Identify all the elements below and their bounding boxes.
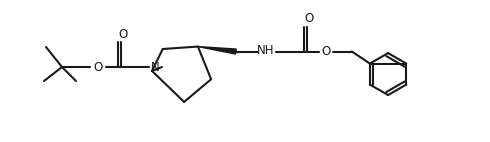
Text: O: O	[304, 12, 314, 25]
Text: N: N	[150, 60, 159, 74]
Text: O: O	[119, 28, 127, 40]
Text: O: O	[321, 45, 331, 58]
Polygon shape	[198, 47, 236, 54]
Text: O: O	[94, 60, 102, 74]
Text: NH: NH	[257, 44, 275, 57]
